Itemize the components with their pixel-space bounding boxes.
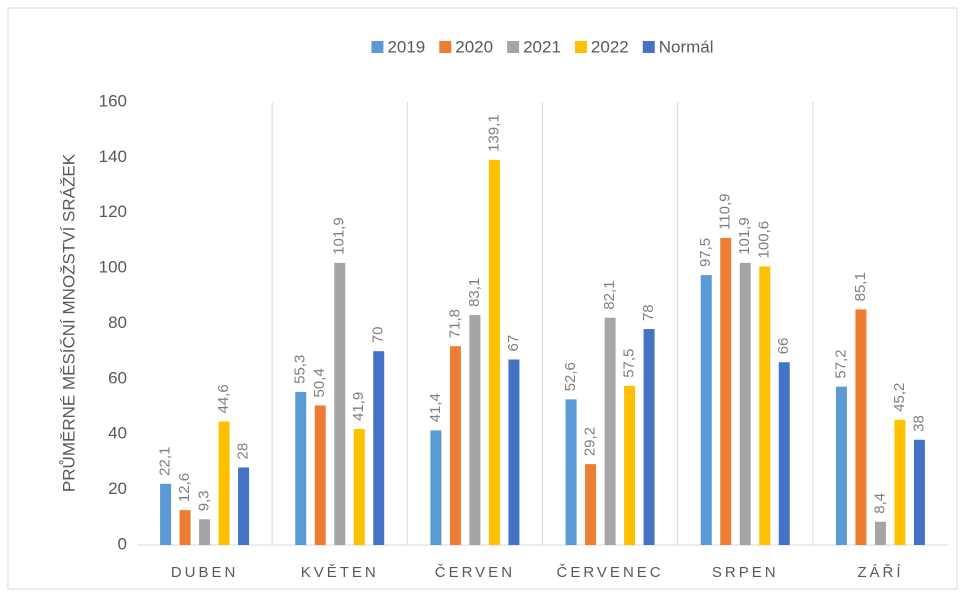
bar bbox=[624, 385, 636, 545]
bar bbox=[353, 428, 365, 545]
y-tick-label: 100 bbox=[99, 258, 127, 277]
legend-label: Normál bbox=[659, 37, 714, 56]
data-label: 9,3 bbox=[196, 490, 213, 511]
bar bbox=[449, 346, 461, 545]
data-label: 50,4 bbox=[311, 368, 328, 397]
data-label: 101,9 bbox=[736, 217, 753, 255]
bar bbox=[160, 483, 172, 545]
data-label: 22,1 bbox=[157, 447, 174, 476]
data-label: 28 bbox=[235, 443, 252, 460]
bar bbox=[855, 309, 867, 545]
bar bbox=[179, 510, 191, 545]
x-tick-label: ČERVEN bbox=[435, 564, 515, 581]
data-label: 66 bbox=[775, 338, 792, 355]
bar bbox=[759, 266, 771, 545]
bar bbox=[295, 391, 307, 545]
bar bbox=[469, 314, 481, 545]
bar bbox=[565, 399, 577, 545]
bar bbox=[874, 521, 886, 545]
legend-swatch bbox=[574, 41, 587, 53]
data-label: 52,6 bbox=[562, 362, 579, 391]
data-label: 85,1 bbox=[852, 272, 869, 301]
data-label: 70 bbox=[370, 327, 387, 344]
bar bbox=[835, 386, 847, 545]
data-label: 83,1 bbox=[466, 278, 483, 307]
bar bbox=[604, 317, 616, 545]
legend-swatch bbox=[439, 41, 452, 53]
y-tick-label: 0 bbox=[118, 534, 127, 553]
y-tick-label: 60 bbox=[108, 368, 127, 387]
data-label: 41,4 bbox=[427, 393, 444, 422]
legend-label: 2019 bbox=[387, 37, 425, 56]
data-label: 44,6 bbox=[215, 384, 232, 413]
data-label: 8,4 bbox=[871, 493, 888, 514]
data-label: 100,6 bbox=[756, 221, 773, 259]
bar bbox=[894, 419, 906, 545]
bar bbox=[643, 329, 655, 545]
y-tick-label: 140 bbox=[99, 147, 127, 166]
bar bbox=[585, 464, 597, 545]
legend-label: 2022 bbox=[591, 37, 629, 56]
legend-swatch bbox=[507, 41, 520, 53]
data-label: 45,2 bbox=[891, 383, 908, 412]
y-tick-label: 20 bbox=[108, 479, 127, 498]
legend-swatch bbox=[642, 41, 655, 53]
data-label: 38 bbox=[910, 415, 927, 432]
bar bbox=[720, 237, 732, 545]
data-label: 97,5 bbox=[697, 238, 714, 267]
x-tick-label: DUBEN bbox=[171, 564, 239, 581]
legend-label: 2021 bbox=[523, 37, 561, 56]
data-label: 139,1 bbox=[485, 114, 502, 152]
bar bbox=[488, 159, 500, 545]
data-label: 71,8 bbox=[446, 309, 463, 338]
data-label: 82,1 bbox=[601, 280, 618, 309]
legend-swatch bbox=[371, 41, 384, 53]
bar bbox=[700, 275, 712, 545]
data-label: 12,6 bbox=[176, 473, 193, 502]
bar bbox=[739, 262, 751, 545]
y-tick-label: 160 bbox=[99, 91, 127, 110]
bar bbox=[913, 439, 925, 545]
legend: 2019 2020 2021 2022 Normál bbox=[371, 37, 714, 56]
y-tick-label: 80 bbox=[108, 313, 127, 332]
x-tick-label: SRPEN bbox=[712, 564, 779, 581]
data-label: 67 bbox=[505, 335, 522, 352]
bar bbox=[218, 421, 230, 545]
y-tick-label: 120 bbox=[99, 202, 127, 221]
legend-label: 2020 bbox=[455, 37, 493, 56]
data-label: 41,9 bbox=[350, 392, 367, 421]
y-axis-title: PRŮMĚRNÉ MĚSÍČNÍ MNOŽSTVÍ SRÁŽEK bbox=[59, 153, 78, 492]
data-label: 78 bbox=[640, 304, 657, 321]
data-label: 55,3 bbox=[292, 355, 309, 384]
data-label: 110,9 bbox=[717, 194, 734, 230]
bar bbox=[508, 359, 520, 545]
x-tick-label: ZÁŘÍ bbox=[857, 564, 903, 581]
bar bbox=[199, 519, 211, 545]
bar bbox=[778, 362, 790, 545]
x-tick-label: KVĚTEN bbox=[301, 564, 379, 581]
x-tick-label: ČERVENEC bbox=[557, 564, 664, 581]
data-label: 101,9 bbox=[331, 217, 348, 255]
data-label: 57,2 bbox=[832, 349, 849, 378]
bar bbox=[334, 262, 346, 545]
bar bbox=[373, 351, 385, 545]
y-tick-label: 40 bbox=[108, 424, 127, 443]
bar bbox=[314, 405, 326, 545]
bar bbox=[430, 430, 442, 545]
data-label: 57,5 bbox=[621, 349, 638, 378]
bar bbox=[238, 467, 250, 545]
data-label: 29,2 bbox=[582, 427, 599, 456]
